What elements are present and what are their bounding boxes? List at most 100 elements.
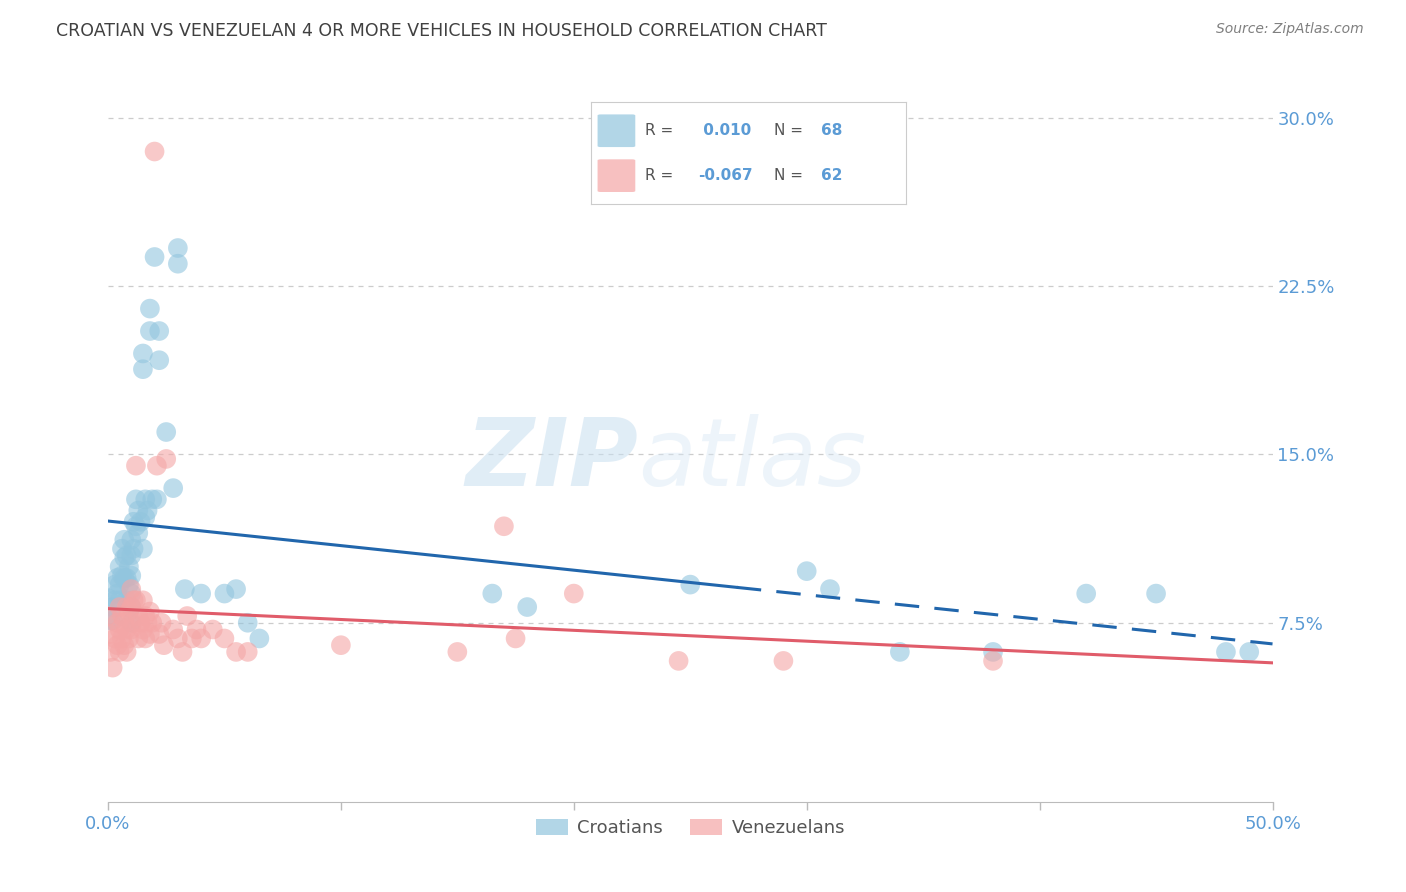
Point xyxy=(516,600,538,615)
Point xyxy=(167,632,190,646)
Point xyxy=(105,586,128,600)
Point xyxy=(146,492,169,507)
Point xyxy=(214,586,236,600)
Point xyxy=(134,510,156,524)
Point xyxy=(492,519,515,533)
Point xyxy=(122,515,145,529)
Point xyxy=(562,586,585,600)
Point xyxy=(167,257,190,271)
Point xyxy=(134,492,156,507)
Point xyxy=(132,362,155,376)
Point xyxy=(225,582,247,596)
Point xyxy=(127,503,149,517)
Point xyxy=(180,632,202,646)
Point xyxy=(115,571,138,585)
Point xyxy=(111,541,134,556)
Point xyxy=(134,609,156,624)
Point xyxy=(120,582,142,596)
Point xyxy=(105,571,128,585)
Point xyxy=(125,519,148,533)
Point xyxy=(127,632,149,646)
Point xyxy=(153,638,176,652)
Point xyxy=(111,632,134,646)
Point xyxy=(115,623,138,637)
Point xyxy=(108,600,131,615)
Point xyxy=(143,145,166,159)
Point xyxy=(132,593,155,607)
Point xyxy=(148,353,170,368)
Point xyxy=(120,586,142,600)
Point xyxy=(98,645,121,659)
Point xyxy=(129,515,152,529)
Point xyxy=(122,541,145,556)
Point xyxy=(1215,645,1237,659)
Point xyxy=(155,425,177,439)
Point xyxy=(1144,586,1167,600)
Point xyxy=(120,600,142,615)
Point xyxy=(679,577,702,591)
Point xyxy=(118,559,141,574)
Point xyxy=(112,550,135,565)
Point xyxy=(125,492,148,507)
Point xyxy=(143,250,166,264)
Point xyxy=(176,609,198,624)
Point xyxy=(141,615,163,630)
Point xyxy=(139,627,162,641)
Point xyxy=(190,586,212,600)
Point xyxy=(129,615,152,630)
Point xyxy=(105,638,128,652)
Point xyxy=(141,492,163,507)
Point xyxy=(120,600,142,615)
Point xyxy=(127,609,149,624)
Point xyxy=(127,526,149,541)
Point xyxy=(108,593,131,607)
Point xyxy=(172,645,194,659)
Point xyxy=(162,623,184,637)
Point xyxy=(167,241,190,255)
Point xyxy=(155,452,177,467)
Text: Source: ZipAtlas.com: Source: ZipAtlas.com xyxy=(1216,22,1364,37)
Point xyxy=(125,458,148,473)
Point xyxy=(120,615,142,630)
Point xyxy=(104,632,127,646)
Point xyxy=(132,346,155,360)
Point xyxy=(120,623,142,637)
Point xyxy=(1076,586,1098,600)
Point xyxy=(139,301,162,316)
Point xyxy=(120,568,142,582)
Point xyxy=(108,645,131,659)
Point xyxy=(134,632,156,646)
Point xyxy=(112,571,135,585)
Point xyxy=(101,660,124,674)
Point xyxy=(148,324,170,338)
Point xyxy=(104,577,127,591)
Point xyxy=(112,615,135,630)
Point xyxy=(668,654,690,668)
Text: ZIP: ZIP xyxy=(465,414,638,506)
Point xyxy=(225,645,247,659)
Point xyxy=(104,593,127,607)
Point xyxy=(173,582,195,596)
Point xyxy=(247,632,270,646)
Point xyxy=(162,481,184,495)
Point xyxy=(118,577,141,591)
Point xyxy=(201,623,224,637)
Point xyxy=(101,600,124,615)
Point xyxy=(115,600,138,615)
Point xyxy=(150,615,173,630)
Point xyxy=(132,541,155,556)
Point xyxy=(108,577,131,591)
Point xyxy=(115,549,138,563)
Point xyxy=(329,638,352,652)
Point xyxy=(111,568,134,582)
Point xyxy=(139,605,162,619)
Point xyxy=(446,645,468,659)
Point xyxy=(97,609,120,624)
Point xyxy=(132,623,155,637)
Point xyxy=(146,458,169,473)
Point xyxy=(772,654,794,668)
Point xyxy=(112,533,135,547)
Point xyxy=(108,559,131,574)
Point xyxy=(105,615,128,630)
Point xyxy=(136,615,159,630)
